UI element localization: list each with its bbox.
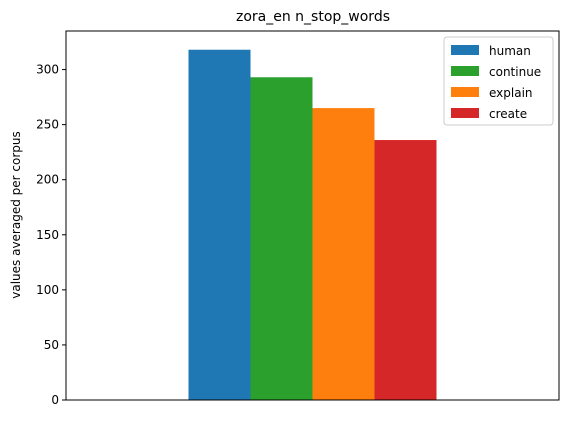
y-tick-label: 0: [51, 393, 59, 407]
legend-swatch-explain: [451, 87, 479, 97]
bars-group: [189, 50, 437, 400]
y-tick-label: 100: [36, 283, 59, 297]
chart-title: zora_en n_stop_words: [236, 9, 390, 25]
legend-label-create: create: [489, 107, 527, 121]
y-tick-label: 50: [44, 338, 59, 352]
y-tick-label: 300: [36, 63, 59, 77]
y-axis: 0 50 100 150 200 250 300: [36, 63, 66, 407]
y-tick-label: 150: [36, 228, 59, 242]
legend-label-continue: continue: [489, 65, 541, 79]
y-tick-label: 250: [36, 118, 59, 132]
bar-create: [375, 140, 437, 400]
bar-human: [189, 50, 251, 400]
legend-swatch-create: [451, 108, 479, 118]
y-axis-label: values averaged per corpus: [9, 131, 23, 299]
bar-continue: [251, 77, 313, 400]
bar-explain: [313, 108, 375, 400]
legend-swatch-continue: [451, 66, 479, 76]
legend-label-human: human: [489, 44, 531, 58]
legend: human continue explain create: [444, 37, 553, 125]
y-tick-label: 200: [36, 173, 59, 187]
legend-swatch-human: [451, 45, 479, 55]
legend-label-explain: explain: [489, 86, 533, 100]
